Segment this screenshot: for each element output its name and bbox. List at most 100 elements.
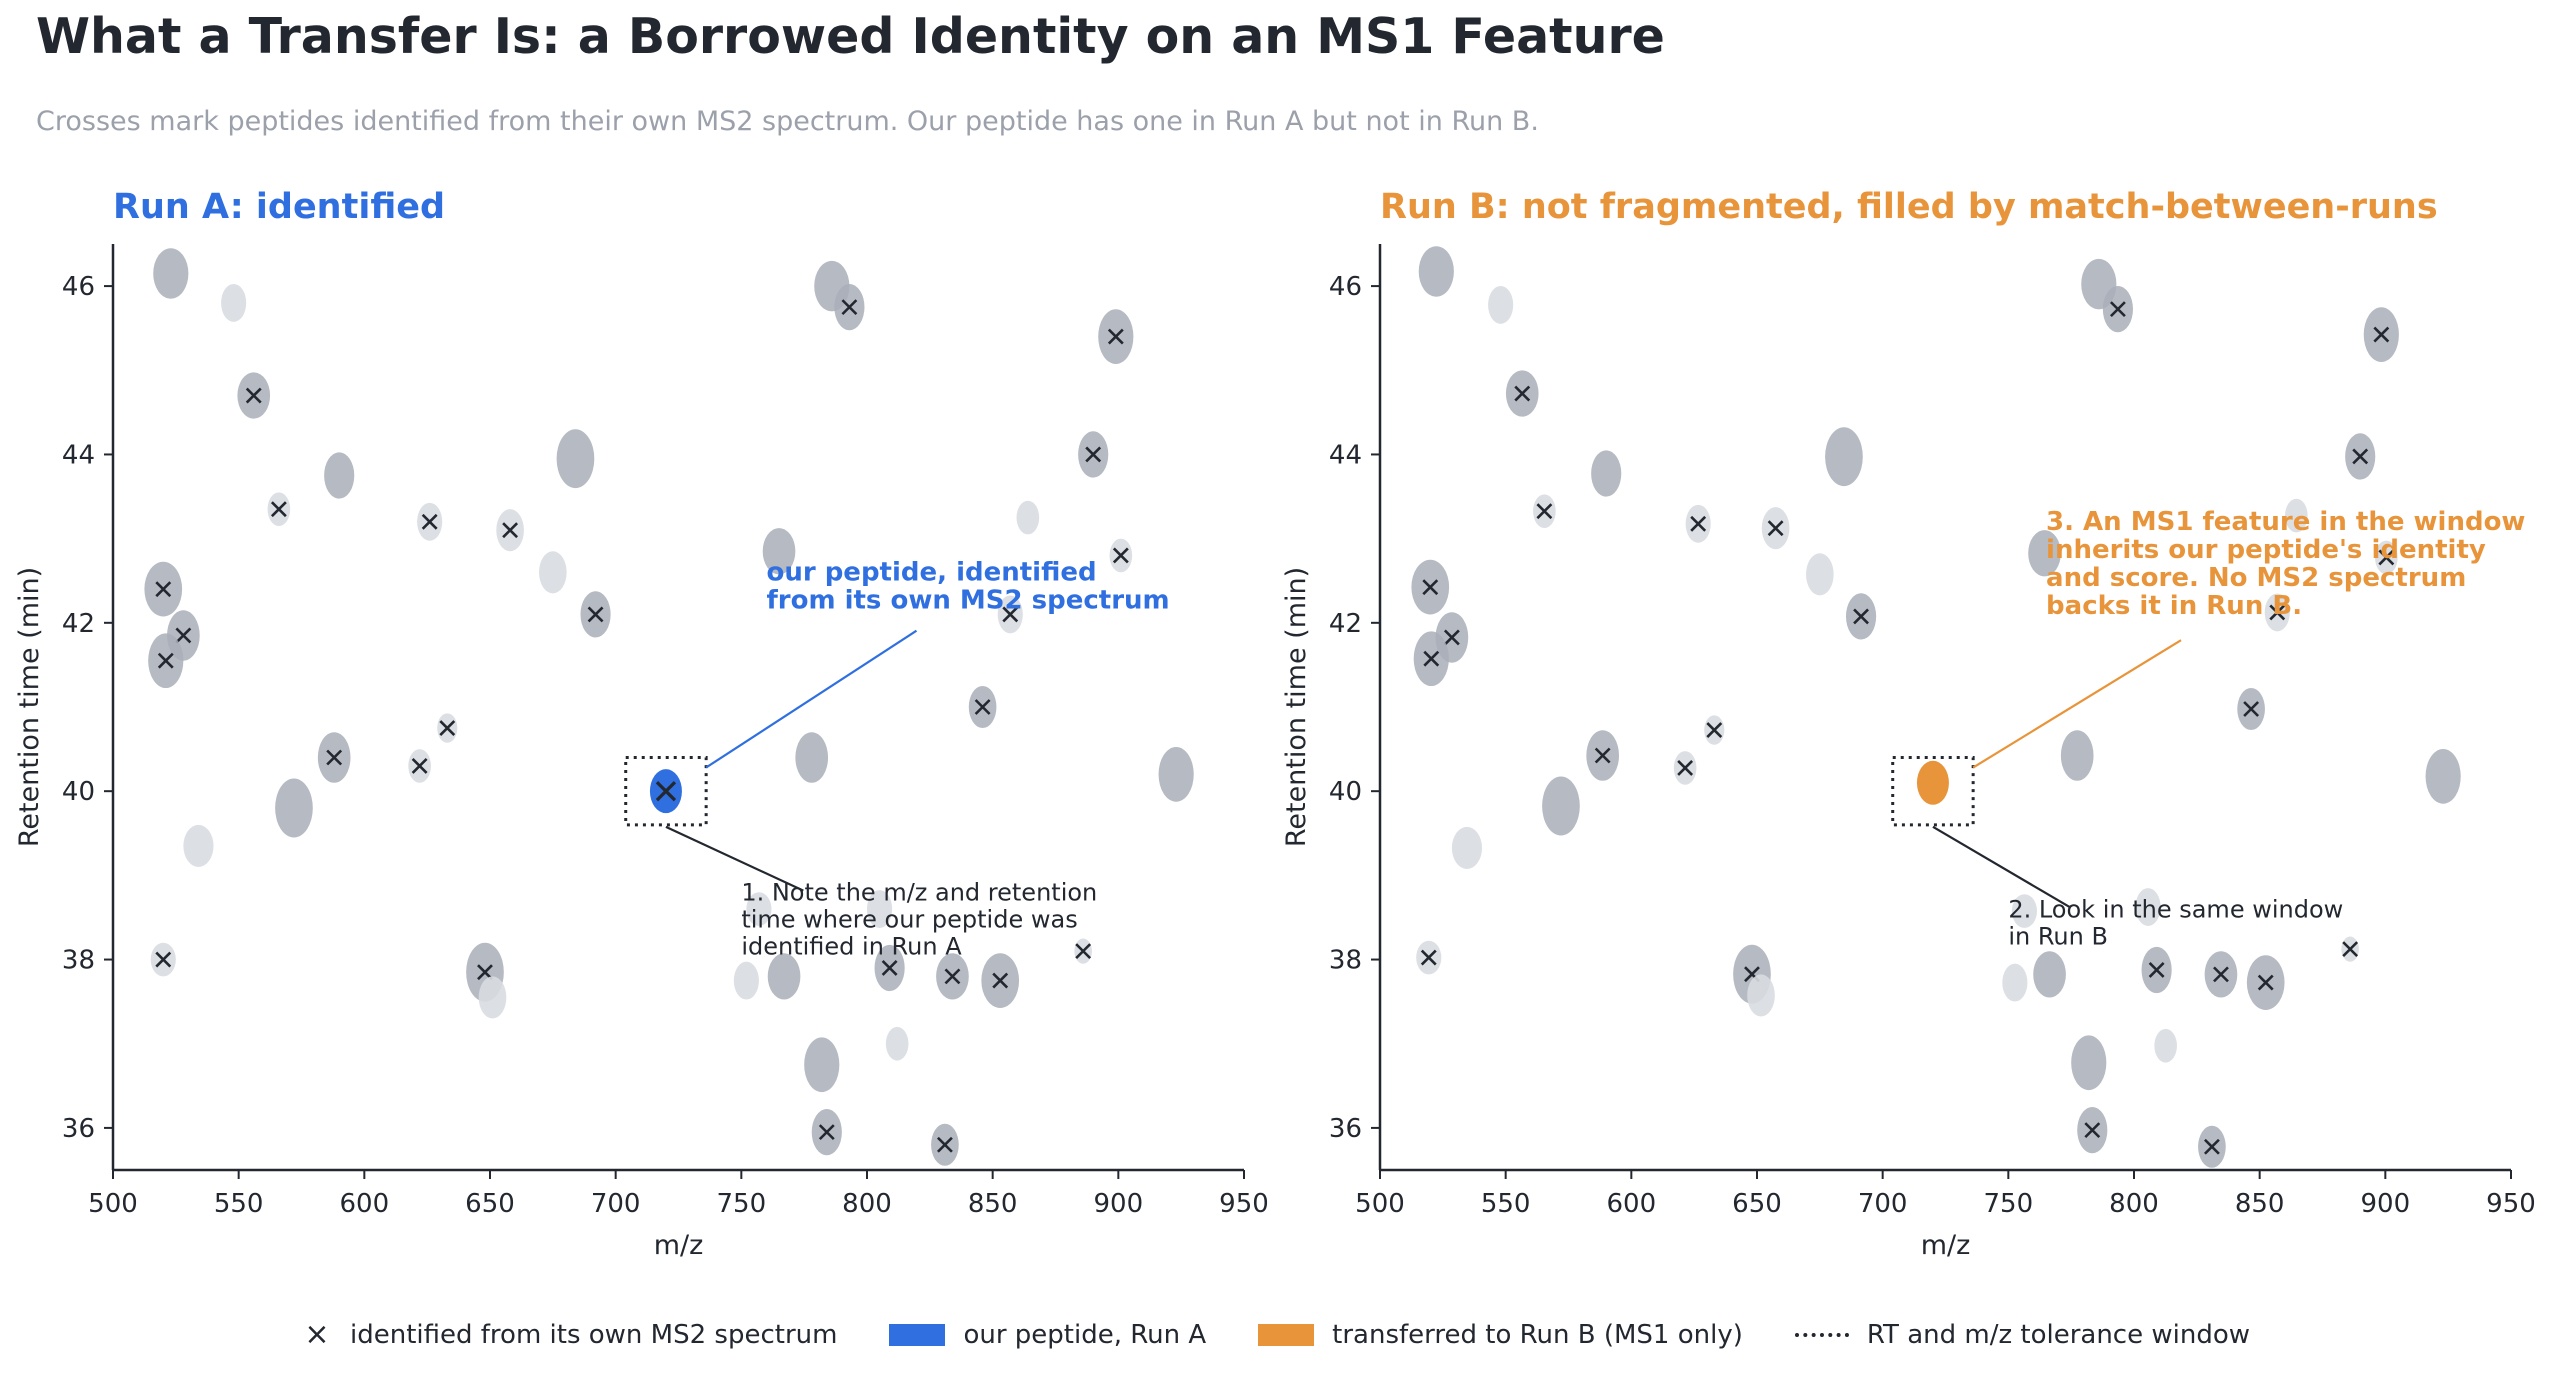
run-a-ms1-feature bbox=[762, 528, 796, 575]
run-b-annotation-leader bbox=[1972, 639, 2182, 769]
run-b-ms1-feature bbox=[2071, 1035, 2107, 1091]
run-b-ms2-id-cross bbox=[1420, 949, 1437, 966]
run-a-ms1-feature bbox=[885, 1026, 909, 1061]
run-a-target-cross bbox=[655, 781, 677, 802]
run-b-ms2-id-cross bbox=[2109, 301, 2126, 318]
legend-item-run-b: transferred to Run B (MS1 only) bbox=[1258, 1320, 1743, 1350]
run-b-title: Run B: not fragmented, filled by match-b… bbox=[1380, 187, 2438, 227]
run-a-ms1-feature bbox=[746, 892, 772, 926]
run-b-ms1-feature bbox=[2425, 748, 2461, 804]
run-a-x-tick-label: 600 bbox=[340, 1189, 390, 1219]
run-a-ms1-feature bbox=[153, 248, 189, 299]
legend-item-ms2: × identified from its own MS2 spectrum bbox=[302, 1317, 838, 1352]
run-a-ms1-feature bbox=[556, 429, 595, 489]
run-b-x-tick-label: 950 bbox=[2486, 1189, 2536, 1219]
run-a-swatch bbox=[889, 1324, 946, 1346]
run-a-annotation-line: from its own MS2 spectrum bbox=[766, 586, 1169, 616]
run-b-y-tick-label: 36 bbox=[1329, 1114, 1362, 1144]
run-b-x-tick-label: 900 bbox=[2361, 1189, 2411, 1219]
run-b-ms1-feature bbox=[1747, 974, 1775, 1017]
run-b-ms2-id-cross bbox=[1853, 608, 1869, 625]
run-b-ms1-feature bbox=[2028, 530, 2061, 577]
run-b-ms2-id-cross bbox=[2148, 962, 2165, 978]
run-a-ms2-id-cross bbox=[157, 652, 174, 669]
legend: × identified from its own MS2 spectrum o… bbox=[0, 1317, 2552, 1352]
run-a-ms1-feature bbox=[1158, 746, 1194, 802]
run-b-y-axis-label: Retention time (min) bbox=[1281, 567, 1312, 847]
run-a-title: Run A: identified bbox=[113, 187, 445, 227]
run-b-y-tick-label: 42 bbox=[1329, 609, 1362, 639]
run-a-ms2-id-cross bbox=[944, 968, 961, 985]
run-b-ms1-feature bbox=[2060, 730, 2094, 781]
run-b-ms2-id-cross bbox=[2373, 326, 2390, 343]
run-a-ms1-feature bbox=[324, 452, 355, 499]
run-a-x-tick-label: 900 bbox=[1094, 1189, 1144, 1219]
run-a-annotation-2: 1. Note the m/z and retention time where … bbox=[741, 879, 1097, 961]
legend-label-ms2: identified from its own MS2 spectrum bbox=[350, 1320, 838, 1350]
run-a-ms2-id-cross bbox=[411, 758, 428, 774]
run-a-ms2-id-cross bbox=[881, 960, 898, 976]
run-b-x-tick-label: 850 bbox=[2235, 1189, 2285, 1219]
legend-label-window: RT and m/z tolerance window bbox=[1866, 1320, 2250, 1350]
run-a-panel: Run A: identified 500 550 600 650 700 750 800 85… bbox=[14, 187, 1269, 1261]
run-a-ms2-id-cross bbox=[155, 951, 172, 968]
run-b-target-peptide bbox=[1916, 760, 1949, 805]
run-a-y-tick-label: 38 bbox=[62, 946, 95, 976]
run-a-ms1-feature bbox=[539, 551, 567, 594]
run-a-ms2-id-cross bbox=[1112, 547, 1129, 564]
run-b-ms2-id-cross bbox=[1443, 629, 1460, 646]
run-a-ms2-id-cross bbox=[270, 501, 287, 518]
run-b-ms1-feature bbox=[2135, 888, 2161, 926]
run-b-ms2-id-cross bbox=[1690, 515, 1707, 532]
run-a-ms2-id-cross bbox=[992, 972, 1009, 989]
run-b-x-tick-label: 750 bbox=[1984, 1189, 2034, 1219]
run-a-x-tick-label: 500 bbox=[88, 1189, 138, 1219]
run-a-ms2-id-cross bbox=[502, 522, 519, 539]
run-b-panel: Run B: not fragmented, filled by match-b… bbox=[1281, 187, 2536, 1261]
run-b-ms1-feature bbox=[2033, 951, 2066, 998]
run-b-ms2-id-cross bbox=[1514, 385, 1531, 402]
run-a-ms2-id-cross bbox=[1085, 446, 1102, 463]
run-b-y-tick-label: 38 bbox=[1329, 946, 1362, 976]
run-a-ms2-id-cross bbox=[1075, 943, 1092, 960]
run-a-annotation-leader bbox=[705, 629, 918, 769]
run-b-ms2-id-cross bbox=[1594, 747, 1611, 764]
run-a-ms1-feature bbox=[804, 1037, 840, 1093]
run-b-ms2-id-cross bbox=[2084, 1122, 2101, 1139]
legend-item-window: RT and m/z tolerance window bbox=[1794, 1320, 2250, 1350]
run-b-ms1-feature bbox=[1825, 427, 1863, 487]
run-b-annotation-line: in Run B bbox=[2008, 922, 2108, 950]
run-a-ms1-feature bbox=[183, 824, 214, 867]
run-b-ms2-id-cross bbox=[2378, 549, 2395, 566]
run-a-annotation-line: our peptide, identified bbox=[766, 558, 1096, 588]
run-a-x-tick-label: 950 bbox=[1219, 1189, 1269, 1219]
run-b-y-tick-label: 44 bbox=[1329, 440, 1362, 470]
run-a-ms1-feature bbox=[221, 283, 247, 322]
run-b-ms1-feature bbox=[1488, 285, 1514, 324]
run-a-ms2-id-cross bbox=[477, 964, 493, 981]
run-a-annotation-line: time where our peptide was bbox=[741, 906, 1077, 934]
run-a-ms2-id-cross bbox=[175, 627, 192, 644]
cross-icon: × bbox=[304, 1317, 330, 1352]
run-b-ms1-feature bbox=[1806, 553, 1834, 596]
run-a-ms2-id-cross bbox=[439, 720, 456, 736]
run-b-annotation-leader bbox=[1932, 825, 2071, 909]
run-a-ms2-id-cross bbox=[245, 387, 262, 404]
legend-label-run-b: transferred to Run B (MS1 only) bbox=[1332, 1320, 1743, 1350]
run-b-ms1-feature bbox=[1591, 450, 1622, 497]
run-b-swatch bbox=[1258, 1324, 1315, 1346]
run-a-y-tick-label: 44 bbox=[62, 440, 95, 470]
run-a-x-tick-label: 750 bbox=[717, 1189, 767, 1219]
run-a-y-axis-label: Retention time (min) bbox=[14, 567, 45, 847]
run-b-annotation-2: 2. Look in the same window in Run B bbox=[2008, 895, 2343, 950]
run-a-ms2-id-cross bbox=[841, 299, 858, 316]
legend-label-run-a: our peptide, Run A bbox=[963, 1320, 1207, 1350]
run-a-ms2-id-cross bbox=[936, 1136, 953, 1153]
run-a-ms1-feature bbox=[795, 732, 829, 783]
run-b-x-tick-label: 800 bbox=[2109, 1189, 2159, 1219]
run-b-x-tick-label: 650 bbox=[1732, 1189, 1782, 1219]
run-b-ms1-feature bbox=[1418, 246, 1454, 297]
run-b-x-tick-label: 500 bbox=[1355, 1189, 1405, 1219]
run-b-ms2-id-cross bbox=[2203, 1138, 2220, 1155]
run-a-x-tick-label: 800 bbox=[842, 1189, 892, 1219]
